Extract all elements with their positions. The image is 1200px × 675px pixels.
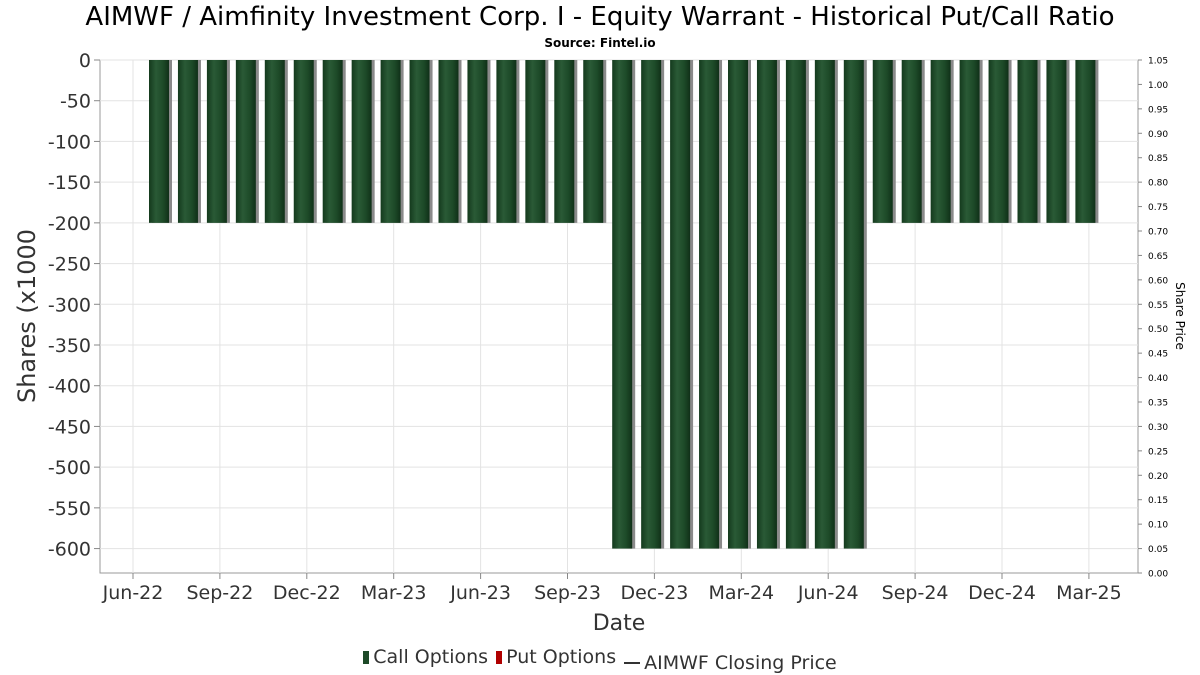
y2-tick-label: 1.00 bbox=[1148, 81, 1168, 91]
call-bar bbox=[785, 60, 806, 549]
legend-item-put: Put Options bbox=[496, 646, 616, 668]
call-bar bbox=[641, 60, 662, 549]
put-swatch bbox=[496, 650, 503, 664]
call-bar bbox=[438, 60, 459, 223]
price-line-swatch bbox=[624, 661, 641, 664]
y2-tick-label: 0.70 bbox=[1148, 228, 1168, 238]
y-tick-label: -150 bbox=[48, 172, 91, 194]
chart-title: AIMWF / Aimfinity Investment Corp. I - E… bbox=[85, 2, 1115, 32]
y-tick-label: -400 bbox=[48, 376, 91, 398]
y2-tick-label: 0.20 bbox=[1148, 472, 1168, 482]
y-tick-label: -350 bbox=[48, 335, 91, 357]
y2-tick-label: 0.55 bbox=[1148, 301, 1168, 311]
y2-tick-label: 0.75 bbox=[1148, 203, 1168, 213]
call-bar bbox=[872, 60, 893, 223]
call-bar bbox=[322, 60, 343, 223]
y-tick-label: -50 bbox=[60, 91, 91, 113]
call-bar bbox=[177, 60, 198, 223]
x-tick-label: Sep-23 bbox=[534, 582, 601, 604]
call-bar bbox=[554, 60, 575, 223]
bars bbox=[149, 60, 1099, 549]
call-bar bbox=[351, 60, 372, 223]
call-bar bbox=[409, 60, 430, 223]
y2-axis-label: Share Price bbox=[1173, 282, 1187, 350]
y2-tick-label: 1.05 bbox=[1148, 57, 1168, 67]
y-tick-label: -550 bbox=[48, 498, 91, 520]
y2-tick-label: 0.80 bbox=[1148, 179, 1168, 189]
call-bar bbox=[235, 60, 256, 223]
y2-tick-label: 0.30 bbox=[1148, 423, 1168, 433]
x-tick-label: Jun-23 bbox=[449, 582, 511, 604]
y2-tick-label: 0.95 bbox=[1148, 105, 1168, 115]
y-tick-label: -200 bbox=[48, 213, 91, 235]
legend-label-call: Call Options bbox=[373, 646, 489, 668]
call-bar bbox=[206, 60, 227, 223]
y2-tick-label: 0.25 bbox=[1148, 447, 1168, 457]
call-bar bbox=[149, 60, 169, 223]
x-tick-label: Dec-23 bbox=[620, 582, 688, 604]
y-tick-label: -450 bbox=[48, 416, 91, 438]
y2-tick-label: 0.85 bbox=[1148, 154, 1168, 164]
call-bar bbox=[467, 60, 488, 223]
call-bar bbox=[959, 60, 980, 223]
call-bar bbox=[728, 60, 748, 549]
y2-tick-label: 0.60 bbox=[1148, 276, 1168, 286]
call-bar bbox=[1075, 60, 1096, 223]
call-bar bbox=[901, 60, 922, 223]
legend-label-put: Put Options bbox=[506, 646, 617, 668]
call-bar bbox=[988, 60, 1009, 223]
call-bar bbox=[814, 60, 835, 549]
legend-label-price: AIMWF Closing Price bbox=[644, 651, 837, 674]
y2-tick-label: 0.10 bbox=[1148, 521, 1168, 531]
y-tick-label: -500 bbox=[48, 457, 91, 479]
call-bar bbox=[756, 60, 777, 549]
x-tick-label: Mar-24 bbox=[708, 582, 774, 604]
call-bar bbox=[293, 60, 314, 223]
x-tick-label: Dec-24 bbox=[968, 582, 1036, 604]
call-swatch bbox=[363, 650, 370, 664]
call-bar bbox=[843, 60, 864, 549]
y2-tick-label: 0.00 bbox=[1148, 570, 1168, 580]
call-bar bbox=[1017, 60, 1038, 223]
call-bar bbox=[1046, 60, 1067, 223]
y2-tick-label: 0.35 bbox=[1148, 399, 1168, 409]
y2-tick-label: 0.50 bbox=[1148, 325, 1168, 335]
x-tick-label: Dec-22 bbox=[273, 582, 341, 604]
chart-subtitle: Source: Fintel.io bbox=[544, 36, 656, 50]
legend-item-call: Call Options bbox=[363, 646, 488, 668]
x-axis-label: Date bbox=[593, 611, 646, 636]
x-tick-label: Mar-25 bbox=[1056, 582, 1122, 604]
y2-tick-label: 0.40 bbox=[1148, 374, 1168, 384]
axes: 0 -50 -100 -150 -200 -250 -300 -350 -400 -450 -500… bbox=[48, 50, 1168, 604]
call-bar bbox=[670, 60, 691, 549]
x-tick-label: Jun-22 bbox=[102, 582, 164, 604]
legend-item-price: AIMWF Closing Price bbox=[624, 652, 837, 674]
call-bar bbox=[930, 60, 951, 223]
call-bar bbox=[583, 60, 604, 223]
y2-tick-label: 0.15 bbox=[1148, 496, 1168, 506]
y2-tick-label: 0.45 bbox=[1148, 350, 1168, 360]
call-bar bbox=[699, 60, 720, 549]
y-tick-label: -250 bbox=[48, 254, 91, 276]
x-tick-label: Sep-24 bbox=[882, 582, 949, 604]
call-bar bbox=[496, 60, 517, 223]
y-axis-label: Shares (x1000 bbox=[13, 229, 41, 403]
y-tick-label: -600 bbox=[48, 539, 91, 561]
x-tick-label: Sep-22 bbox=[186, 582, 253, 604]
call-bar bbox=[264, 60, 285, 223]
y2-tick-label: 0.65 bbox=[1148, 252, 1168, 262]
call-bar bbox=[525, 60, 546, 223]
x-tick-label: Mar-23 bbox=[361, 582, 427, 604]
legend: Call Options Put Options AIMWF Closing P… bbox=[0, 646, 1200, 674]
y2-tick-label: 0.05 bbox=[1148, 545, 1168, 555]
y-tick-label: -100 bbox=[48, 131, 91, 153]
call-bar bbox=[612, 60, 633, 549]
x-tick-label: Jun-24 bbox=[797, 582, 859, 604]
y2-tick-label: 0.90 bbox=[1148, 130, 1168, 140]
call-bar bbox=[380, 60, 401, 223]
y-tick-label: -300 bbox=[48, 294, 91, 316]
y-tick-label: 0 bbox=[79, 50, 91, 72]
